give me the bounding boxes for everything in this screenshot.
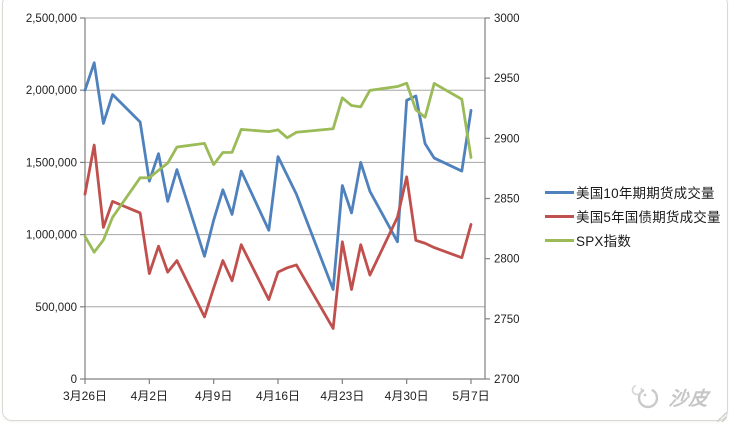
chart-card	[2, 0, 728, 421]
right-axis-tick-label: 2800	[494, 254, 520, 266]
left-axis-tick-label: 2,500,000	[26, 13, 77, 25]
legend-line-swatch	[545, 190, 574, 194]
legend-item: 美国10年期期货成交量	[545, 180, 721, 204]
right-axis-tick-label: 2950	[494, 73, 520, 85]
x-axis-tick-label: 5月7日	[452, 389, 489, 403]
x-axis-tick-label: 4月30日	[385, 389, 429, 403]
right-axis-tick-label: 2900	[494, 133, 520, 145]
right-axis-tick-label: 2700	[494, 374, 520, 386]
legend-item: 美国5年国债期货成交量	[545, 204, 721, 228]
watermark-text: 沙皮	[667, 388, 710, 410]
chart-legend: 美国10年期期货成交量 美国5年国债期货成交量 SPX指数	[545, 180, 721, 252]
legend-label: 美国5年国债期货成交量	[576, 210, 721, 225]
right-axis-tick-label: 3000	[494, 13, 520, 25]
resize-corner-decoration	[717, 412, 727, 422]
series-line-3	[83, 81, 473, 254]
left-axis-tick-label: 500,000	[35, 302, 77, 314]
legend-label: SPX指数	[576, 234, 632, 249]
x-axis-tick-label: 4月16日	[256, 389, 300, 403]
right-axis-tick-label: 2750	[494, 314, 520, 326]
legend-line-swatch	[545, 238, 574, 242]
legend-label: 美国10年期期货成交量	[576, 186, 715, 201]
left-axis-tick-label: 1,500,000	[26, 157, 77, 169]
right-axis-tick-label: 2850	[494, 194, 520, 206]
left-axis-tick-label: 0	[71, 374, 77, 386]
x-axis-tick-label: 3月26日	[63, 389, 107, 403]
x-axis-tick-label: 4月2日	[131, 389, 168, 403]
left-axis-tick-label: 1,000,000	[26, 230, 77, 242]
series-line-1	[83, 61, 473, 291]
x-axis-tick-label: 4月23日	[320, 389, 364, 403]
x-axis-tick-label: 4月9日	[195, 389, 232, 403]
legend-line-swatch	[545, 214, 574, 218]
series-line-2	[83, 143, 473, 330]
left-axis-tick-label: 2,000,000	[26, 85, 77, 97]
watermark-logo-icon	[631, 384, 659, 409]
watermark: 沙皮	[629, 382, 710, 412]
legend-item: SPX指数	[545, 228, 721, 252]
